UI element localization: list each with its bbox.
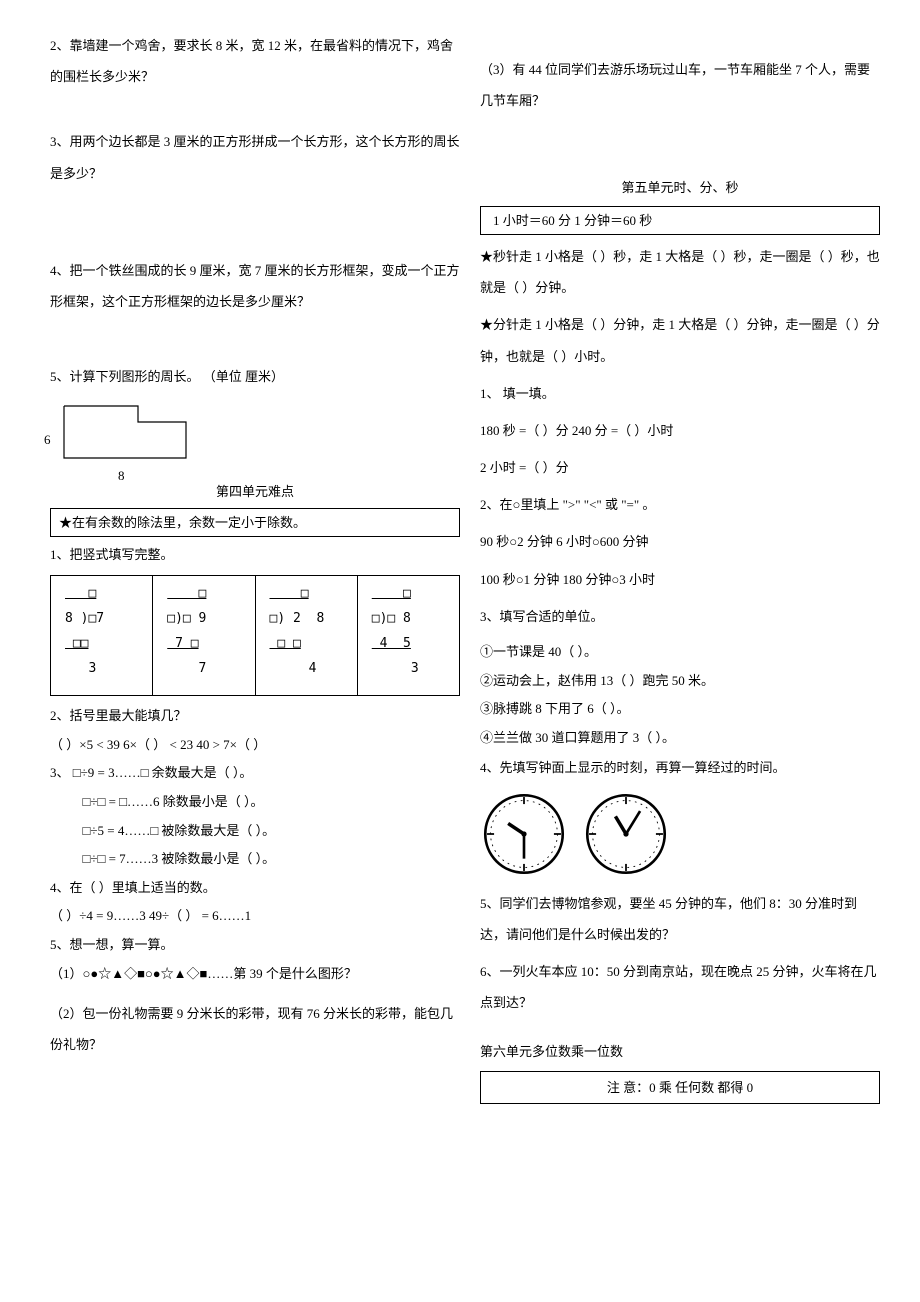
f3d: ④兰兰做 30 道口算题用了 3（ ）。 xyxy=(480,724,880,753)
unit4-title: 第四单元难点 xyxy=(50,476,460,507)
unit4-rule-box: ★在有余数的除法里，余数一定小于除数。 xyxy=(50,508,460,537)
q5-title: 5、计算下列图形的周长。 （单位 厘米） xyxy=(50,361,460,392)
f6: 6、一列火车本应 10：50 分到南京站，现在晚点 25 分钟，火车将在几点到达… xyxy=(480,956,880,1018)
p3b: □÷□ = □……6 除数最小是（ ）。 xyxy=(50,788,460,817)
f2b: 100 秒○1 分钟 180 分钟○3 小时 xyxy=(480,564,880,595)
cell: 7 xyxy=(167,661,206,676)
f3-title: 3、填写合适的单位。 xyxy=(480,601,880,632)
f3c: ③脉搏跳 8 下用了 6（ ）。 xyxy=(480,695,880,724)
cell: □ xyxy=(167,586,206,601)
p4b: （ ）÷4 = 9……3 49÷（ ） = 6……1 xyxy=(50,902,460,931)
cell: 3 xyxy=(372,661,419,676)
cell: 8 )□7 xyxy=(65,611,104,626)
f1b: 2 小时 =（ ）分 xyxy=(480,452,880,483)
p1-title: 1、把竖式填写完整。 xyxy=(50,541,460,570)
cell: □□ xyxy=(65,636,88,651)
q3: 3、用两个边长都是 3 厘米的正方形拼成一个长方形，这个长方形的周长是多少？ xyxy=(50,126,460,188)
cell: □ xyxy=(270,586,309,601)
unit5-rule: 1 小时＝60 分 1 分钟＝60 秒 xyxy=(493,213,652,228)
unit5-rule-box: 1 小时＝60 分 1 分钟＝60 秒 xyxy=(480,206,880,235)
cell: □ xyxy=(65,586,96,601)
f3a: ①一节课是 40（ ）。 xyxy=(480,638,880,667)
q4: 4、把一个铁丝围成的长 9 厘米，宽 7 厘米的长方形框架，变成一个正方形框架，… xyxy=(50,255,460,317)
f4: 4、先填写钟面上显示的时刻，再算一算经过的时间。 xyxy=(480,752,880,783)
clock-2 xyxy=(582,790,670,878)
unit6-note-box: 注 意：0 乘 任何数 都得 0 xyxy=(480,1071,880,1104)
f1-title: 1、 填一填。 xyxy=(480,378,880,409)
f3b: ②运动会上，赵伟用 13（ ）跑完 50 米。 xyxy=(480,667,880,696)
cell: □)□ 9 xyxy=(167,611,206,626)
cell: □ xyxy=(372,586,411,601)
star2: ★分针走 1 小格是（ ）分钟，走 1 大格是（ ）分钟，走一圈是（ ）分钟，也… xyxy=(480,309,880,371)
cell: 7 □ xyxy=(167,636,198,651)
p5-1: （1）○●☆▲◇■○●☆▲◇■……第 39 个是什么图形？ xyxy=(50,960,460,989)
vertical-division-table: □ 8 )□7 □□ 3 □ □)□ 9 7 □ 7 □ □) 2 8 □ □ 4 □… xyxy=(50,575,460,696)
p5-2: （2）包一份礼物需要 9 分米长的彩带，现有 76 分米长的彩带，能包几份礼物？ xyxy=(50,998,460,1060)
shape-label-8: 8 xyxy=(118,460,125,491)
unit4-rule: ★在有余数的除法里，余数一定小于除数。 xyxy=(59,515,306,530)
p3a: 3、 □÷9 = 3……□ 余数最大是（ ）。 xyxy=(50,759,460,788)
cell: □)□ 8 xyxy=(372,611,411,626)
f2a: 90 秒○2 分钟 6 小时○600 分钟 xyxy=(480,526,880,557)
p2-title: 2、括号里最大能填几？ xyxy=(50,702,460,731)
r-q3: （3）有 44 位同学们去游乐场玩过山车，一节车厢能坐 7 个人，需要几节车厢？ xyxy=(480,54,880,116)
f5: 5、同学们去博物馆参观，要坐 45 分钟的车，他们 8：30 分准时到达，请问他… xyxy=(480,888,880,950)
cell: □) 2 8 xyxy=(270,611,325,626)
cell: 3 xyxy=(65,661,96,676)
f1a: 180 秒 =（ ）分 240 分 =（ ）小时 xyxy=(480,415,880,446)
cell: 4 5 xyxy=(372,636,411,651)
perimeter-shape: 6 8 xyxy=(58,398,198,468)
clocks-row xyxy=(480,790,880,878)
unit6-note: 注 意：0 乘 任何数 都得 0 xyxy=(607,1080,753,1095)
p3c: □÷5 = 4……□ 被除数最大是（ ）。 xyxy=(50,817,460,846)
shape-label-6: 6 xyxy=(44,424,51,455)
p4a: 4、在（ ）里填上适当的数。 xyxy=(50,874,460,903)
unit6-title: 第六单元多位数乘一位数 xyxy=(480,1038,880,1067)
f2-title: 2、在○里填上 ">" "<" 或 "=" 。 xyxy=(480,489,880,520)
cell: 4 xyxy=(270,661,317,676)
p2-line: （ ）×5 < 39 6×（ ） < 23 40 > 7×（ ） xyxy=(50,731,460,760)
p5: 5、想一想，算一算。 xyxy=(50,931,460,960)
cell: □ □ xyxy=(270,636,301,651)
p3d: □÷□ = 7……3 被除数最小是（ ）。 xyxy=(50,845,460,874)
star1: ★秒针走 1 小格是（ ）秒，走 1 大格是（ ）秒，走一圈是（ ）秒，也就是（… xyxy=(480,241,880,303)
q2: 2、靠墙建一个鸡舍，要求长 8 米，宽 12 米，在最省料的情况下，鸡舍的围栏长… xyxy=(50,30,460,92)
unit5-title: 第五单元时、分、秒 xyxy=(480,172,880,203)
clock-1 xyxy=(480,790,568,878)
